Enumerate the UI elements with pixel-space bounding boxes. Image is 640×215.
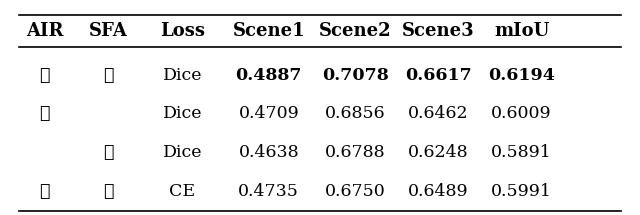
Text: 0.5991: 0.5991 bbox=[491, 183, 552, 200]
Text: 0.5891: 0.5891 bbox=[492, 144, 552, 161]
Text: 0.6489: 0.6489 bbox=[408, 183, 468, 200]
Text: ✓: ✓ bbox=[40, 105, 50, 123]
Text: mIoU: mIoU bbox=[494, 22, 549, 40]
Text: Scene2: Scene2 bbox=[319, 22, 392, 40]
Text: 0.4709: 0.4709 bbox=[239, 105, 299, 123]
Text: Loss: Loss bbox=[160, 22, 205, 40]
Text: 0.4887: 0.4887 bbox=[236, 67, 302, 84]
Text: ✓: ✓ bbox=[40, 67, 50, 84]
Text: Dice: Dice bbox=[163, 67, 202, 84]
Text: ✓: ✓ bbox=[104, 144, 114, 161]
Text: 0.6856: 0.6856 bbox=[325, 105, 385, 123]
Text: ✓: ✓ bbox=[104, 183, 114, 200]
Text: Scene3: Scene3 bbox=[402, 22, 475, 40]
Text: 0.4735: 0.4735 bbox=[238, 183, 300, 200]
Text: 0.6462: 0.6462 bbox=[408, 105, 468, 123]
Text: CE: CE bbox=[170, 183, 195, 200]
Text: 0.4638: 0.4638 bbox=[239, 144, 299, 161]
Text: 0.6248: 0.6248 bbox=[408, 144, 468, 161]
Text: 0.6750: 0.6750 bbox=[325, 183, 385, 200]
Text: Scene1: Scene1 bbox=[232, 22, 305, 40]
Text: 0.6194: 0.6194 bbox=[488, 67, 555, 84]
Text: 0.6617: 0.6617 bbox=[405, 67, 472, 84]
Text: 0.6009: 0.6009 bbox=[492, 105, 552, 123]
Text: Dice: Dice bbox=[163, 105, 202, 123]
Text: Dice: Dice bbox=[163, 144, 202, 161]
Text: 0.7078: 0.7078 bbox=[322, 67, 388, 84]
Text: ✓: ✓ bbox=[104, 67, 114, 84]
Text: AIR: AIR bbox=[26, 22, 63, 40]
Text: 0.6788: 0.6788 bbox=[325, 144, 385, 161]
Text: SFA: SFA bbox=[90, 22, 128, 40]
Text: ✓: ✓ bbox=[40, 183, 50, 200]
